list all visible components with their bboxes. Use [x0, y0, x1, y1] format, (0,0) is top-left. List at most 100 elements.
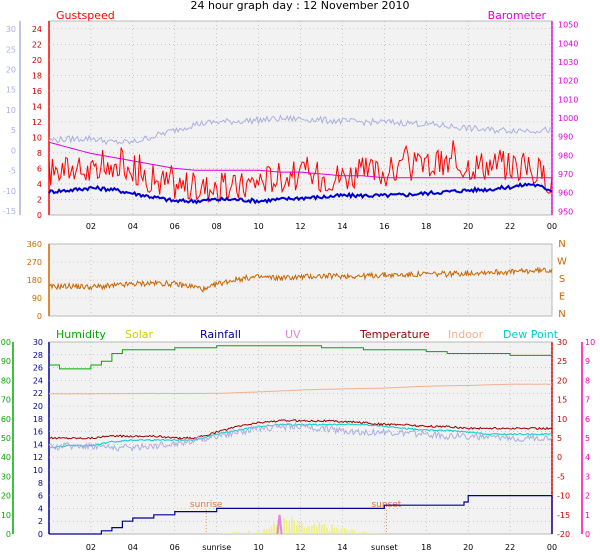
temp-tick-label: 5 [11, 126, 16, 135]
baro-tick-label: 1040 [558, 39, 578, 48]
temp-axis-ticks-right: 30 25 20 15 10 5 0 -5 -10 -15 -20 [557, 338, 570, 539]
humidity-tick-label: 20 [1, 492, 11, 501]
temp-tick-label: -10 [3, 187, 16, 196]
panel1-series [48, 114, 553, 205]
dir-tick-label: 270 [27, 258, 42, 267]
rain-tick-label: 6 [38, 492, 43, 501]
series-gust [48, 140, 553, 204]
temp-tick-label: -20 [557, 530, 570, 539]
series-dew_point [48, 423, 553, 449]
panel1-x-ticks: 02 04 06 08 10 12 14 16 18 20 22 00 [86, 222, 557, 231]
rain-tick-label: 0 [38, 530, 43, 539]
panel3-x-ticks: 02 04 06 sunrise 10 12 14 sunset 18 20 22 00 [86, 543, 557, 552]
series-wind [48, 182, 553, 205]
legend-dew-point: Dew Point [503, 328, 559, 341]
temp-tick-label: 15 [6, 86, 16, 95]
humidity-axis-ticks: 1009080706050403020100 [0, 338, 11, 539]
temp-axis-ticks: 30 25 20 15 10 5 0 -5 -10 -15 [3, 25, 16, 216]
gust-tick-label: 24 [32, 25, 42, 34]
x-tick-label: 02 [86, 222, 96, 231]
barometer-label: Barometer [488, 9, 547, 22]
baro-tick-label: 1030 [558, 58, 578, 67]
gust-tick-label: 8 [37, 149, 42, 158]
humidity-tick-label: 100 [0, 338, 11, 347]
panel-wind-barometer: Gustspeed Barometer 24222018161412108642… [3, 9, 578, 231]
baro-tick-label: 1010 [558, 95, 578, 104]
x-tick-label: sunset [371, 543, 398, 552]
legend-humidity: Humidity [56, 328, 106, 341]
rain-tick-label: 8 [38, 479, 43, 488]
series-barometer [48, 141, 552, 179]
temp-tick-label: -5 [8, 167, 16, 176]
x-tick-label: 22 [505, 222, 515, 231]
compass-label: N [558, 239, 565, 250]
baro-tick-label: 1000 [558, 114, 578, 123]
panel-humidity-temp: Humidity Solar Rainfall UV Temperature Indoor… [0, 328, 595, 552]
panel2-grid [49, 243, 553, 317]
temp-tick-label: -15 [3, 207, 16, 216]
rain-tick-label: 24 [33, 376, 43, 385]
graph-title: 24 hour graph day : 12 November 2010 [190, 0, 409, 12]
temp-tick-label: 25 [557, 357, 567, 366]
x-tick-label: 04 [128, 543, 138, 552]
x-tick-label: 06 [170, 222, 180, 231]
compass-label: E [559, 292, 565, 303]
baro-tick-label: 950 [558, 207, 573, 216]
series-wind-direction [48, 266, 553, 294]
series-temp_axis [48, 421, 553, 452]
legend-temperature: Temperature [359, 328, 430, 341]
gust-tick-label: 16 [32, 87, 42, 96]
series-indoor [48, 383, 552, 395]
dir-tick-label: 360 [27, 240, 42, 249]
legend-indoor: Indoor [448, 328, 484, 341]
gust-tick-label: 6 [37, 164, 42, 173]
temp-tick-label: 25 [6, 45, 16, 54]
uv-tick-label: 2 [585, 492, 590, 501]
compass-label: W [557, 257, 567, 268]
x-tick-label: 00 [547, 222, 557, 231]
x-tick-label: 10 [253, 222, 263, 231]
rain-tick-label: 14 [33, 440, 43, 449]
baro-tick-label: 970 [558, 170, 573, 179]
x-tick-label: 18 [421, 543, 431, 552]
temp-tick-label: 10 [6, 106, 16, 115]
x-tick-label: 08 [212, 222, 222, 231]
gust-tick-label: 14 [32, 102, 42, 111]
gust-tick-label: 18 [32, 71, 42, 80]
gust-tick-label: 4 [37, 180, 42, 189]
temp-tick-label: 30 [557, 338, 567, 347]
sunrise-label: sunrise [190, 500, 223, 510]
series-temp_top [48, 114, 553, 146]
x-tick-label: 22 [505, 543, 515, 552]
temp-tick-label: -15 [557, 511, 570, 520]
temp-tick-label: 0 [557, 453, 562, 462]
humidity-tick-label: 40 [1, 453, 11, 462]
compass-label: N [558, 309, 565, 320]
temp-tick-label: 20 [557, 376, 567, 385]
dir-axis-ticks: 360 270 180 90 0 [27, 240, 42, 321]
gust-tick-label: 20 [32, 56, 42, 65]
uv-tick-label: 0 [585, 530, 590, 539]
humidity-tick-label: 60 [1, 415, 11, 424]
x-tick-label: 18 [421, 222, 431, 231]
legend-rainfall: Rainfall [200, 328, 241, 341]
rain-tick-label: 16 [33, 428, 43, 437]
uv-tick-label: 10 [585, 338, 595, 347]
x-tick-label: 04 [128, 222, 138, 231]
humidity-tick-label: 0 [6, 530, 11, 539]
rain-tick-label: 12 [33, 453, 43, 462]
baro-tick-label: 980 [558, 151, 573, 160]
baro-axis-ticks: 1050 1040 1030 1020 1010 1000 990 980 970 960 950 [558, 21, 578, 217]
humidity-tick-label: 70 [1, 396, 11, 405]
dir-tick-label: 180 [27, 276, 42, 285]
humidity-tick-label: 80 [1, 376, 11, 385]
humidity-tick-label: 30 [1, 472, 11, 481]
legend-solar: Solar [125, 328, 154, 341]
uv-tick-label: 9 [585, 357, 590, 366]
temp-tick-label: 15 [557, 396, 567, 405]
rain-tick-label: 30 [33, 338, 43, 347]
